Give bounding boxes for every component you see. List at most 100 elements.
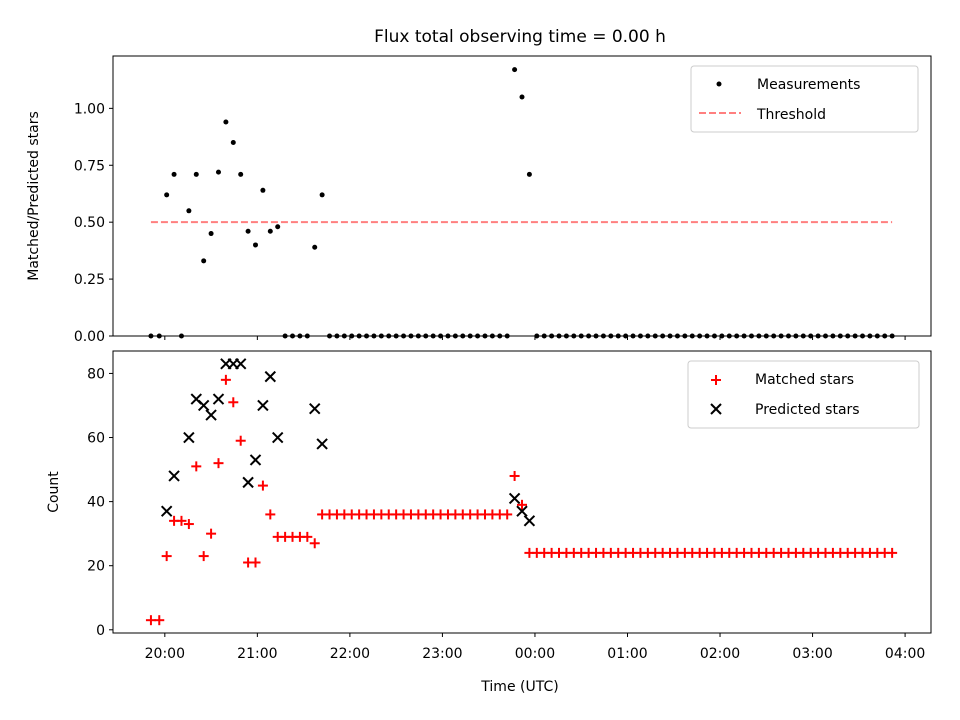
count-legend: Matched stars Predicted stars xyxy=(687,360,920,429)
x-tick-label: 23:00 xyxy=(422,646,462,662)
predicted-stars-point xyxy=(234,358,247,370)
count-y-axis-label: Count xyxy=(46,471,62,513)
ratio-y-tick-label: 0.75 xyxy=(74,158,105,174)
x-axis-label: Time (UTC) xyxy=(480,679,558,695)
x-tick-label: 00:00 xyxy=(515,646,555,662)
legend-matched-label: Matched stars xyxy=(755,372,854,388)
predicted-stars-point xyxy=(249,454,262,466)
matched-stars-point xyxy=(191,461,202,472)
predicted-stars-point xyxy=(316,438,328,450)
legend-predicted-marker xyxy=(710,403,722,415)
measurements-point xyxy=(208,231,214,237)
x-tick-label: 21:00 xyxy=(237,646,277,662)
count-y-tick-label: 60 xyxy=(87,431,105,447)
predicted-stars-point xyxy=(523,515,536,527)
matched-stars-point xyxy=(183,519,194,530)
predicted-stars-point xyxy=(257,399,269,412)
matched-stars-point xyxy=(302,531,313,542)
x-tick-label: 22:00 xyxy=(330,646,370,662)
matched-stars-point xyxy=(250,557,261,568)
ratio-axes-frame xyxy=(112,55,932,337)
ratio-y-tick-label: 0.50 xyxy=(74,215,105,231)
measurements-point xyxy=(201,258,207,264)
count-legend-box xyxy=(687,360,920,429)
measurements-point xyxy=(238,171,244,177)
x-tick-label: 04:00 xyxy=(885,646,925,662)
matched-stars-point xyxy=(161,551,172,562)
predicted-stars-point xyxy=(516,505,528,517)
measurements-point xyxy=(312,244,318,250)
ratio-y-axis-label: Matched/Predicted stars xyxy=(26,111,42,281)
count-y-tick-label: 20 xyxy=(87,559,105,575)
legend-measurements-marker xyxy=(716,81,722,87)
count-y-ticks: 0 20 40 60 80 xyxy=(87,366,113,639)
matched-stars-point xyxy=(198,551,209,562)
predicted-stars-point xyxy=(197,399,210,412)
measurements-point xyxy=(253,242,259,248)
measurements-point xyxy=(245,228,251,234)
count-y-tick-label: 80 xyxy=(87,366,105,382)
legend-measurements-label: Measurements xyxy=(757,77,860,93)
matched-stars-point xyxy=(235,435,246,446)
measurements-point xyxy=(171,171,177,177)
predicted-stars-point xyxy=(212,393,225,405)
predicted-stars-point xyxy=(508,492,521,505)
matched-stars-point xyxy=(265,509,276,520)
x-tick-label: 02:00 xyxy=(700,646,740,662)
matched-stars-point xyxy=(502,509,513,520)
count-axes-frame xyxy=(112,350,932,634)
ratio-legend: Measurements Threshold xyxy=(690,65,919,133)
matched-stars-point xyxy=(309,538,320,549)
predicted-stars-point xyxy=(264,370,277,383)
predicted-stars-point xyxy=(309,402,321,415)
figure-title: Flux total observing time = 0.00 h xyxy=(374,27,666,47)
measurements-point xyxy=(526,171,532,177)
measurements-point xyxy=(215,169,221,175)
matched-stars-point xyxy=(213,458,224,469)
predicted-stars-point xyxy=(160,505,173,517)
ratio-panel: 0.00 0.25 0.50 0.75 1.00 Matched/Predicted s… xyxy=(26,55,932,345)
legend-matched-marker xyxy=(711,375,721,385)
matched-stars-point xyxy=(154,615,165,626)
matched-stars-point xyxy=(176,515,187,526)
ratio-y-ticks: 0.00 0.25 0.50 0.75 1.00 xyxy=(74,101,113,345)
measurements-point xyxy=(223,119,229,125)
count-y-tick-label: 0 xyxy=(96,623,105,639)
legend-threshold-label: Threshold xyxy=(756,107,826,123)
matched-stars-point xyxy=(228,397,239,408)
matched-stars-point xyxy=(517,499,527,510)
matched-stars-point xyxy=(206,528,217,539)
measurements-point xyxy=(519,94,525,100)
count-plot-area xyxy=(145,358,898,626)
matched-stars-point xyxy=(509,470,520,481)
x-tick-label: 03:00 xyxy=(792,646,832,662)
predicted-stars-point xyxy=(168,470,180,482)
predicted-stars-point xyxy=(205,409,217,421)
count-panel: 0 20 40 60 80 20:00 21:00 22:00 23:00 00:00 01:00… xyxy=(46,350,932,662)
measurements-point xyxy=(319,192,325,198)
measurements-point xyxy=(193,171,199,177)
ratio-y-tick-label: 1.00 xyxy=(74,101,105,117)
ratio-y-tick-label: 0.00 xyxy=(74,329,105,345)
legend-predicted-label: Predicted stars xyxy=(755,402,860,418)
measurements-point xyxy=(186,208,192,214)
matched-stars-point xyxy=(257,480,268,491)
x-tick-label: 20:00 xyxy=(145,646,185,662)
predicted-stars-point xyxy=(242,476,254,489)
measurements-point xyxy=(275,224,281,230)
matched-stars-point xyxy=(887,547,898,558)
predicted-stars-point xyxy=(272,431,284,444)
measurements-point xyxy=(267,228,273,234)
ratio-y-tick-label: 0.25 xyxy=(74,272,105,288)
count-x-ticks: 20:00 21:00 22:00 23:00 00:00 01:00 02:00 03:00… xyxy=(145,633,925,662)
ratio-x-ticks xyxy=(164,336,906,340)
measurements-point xyxy=(260,187,266,193)
measurements-point xyxy=(164,192,170,198)
matched-stars-point xyxy=(220,374,231,385)
measurements-point xyxy=(512,67,518,73)
predicted-stars-point xyxy=(183,431,195,444)
count-y-tick-label: 40 xyxy=(87,495,105,511)
ratio-legend-box xyxy=(690,65,919,133)
x-tick-label: 01:00 xyxy=(607,646,647,662)
